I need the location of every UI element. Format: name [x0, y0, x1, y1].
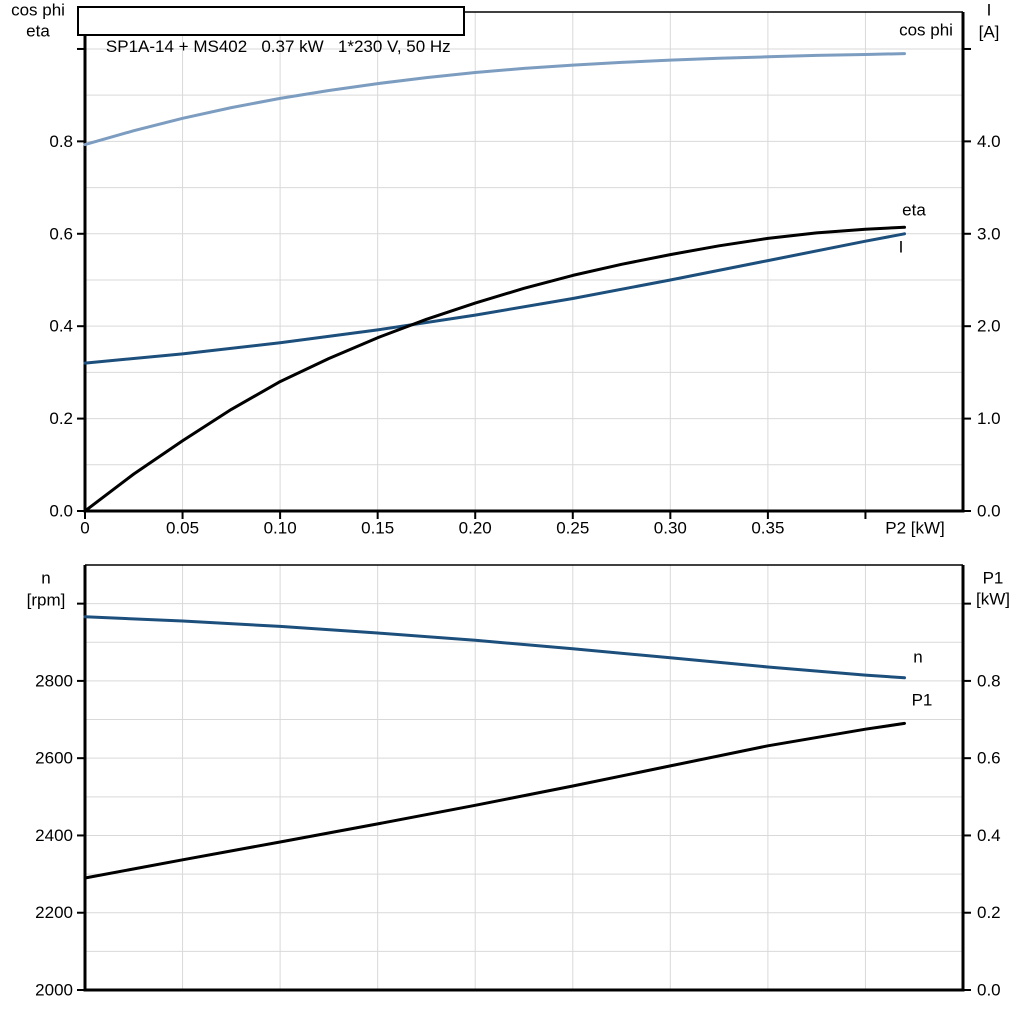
left-axis-tick-label: 2600	[35, 749, 73, 768]
left-axis-tick-label: 0.4	[49, 317, 73, 336]
left-axis-tick-label: 2800	[35, 671, 73, 690]
curve-label-cos-phi: cos phi	[899, 21, 953, 40]
right-axis-tick-label: 4.0	[977, 132, 1001, 151]
left-axis-tick-label: 2400	[35, 826, 73, 845]
right-axis-tick-label: 0.0	[977, 981, 1001, 1000]
x-axis-tick-label: 0.10	[264, 519, 297, 538]
left-axis-tick-label: 0.8	[49, 132, 73, 151]
left-axis-tick-label: 2000	[35, 981, 73, 1000]
left-axis-title: cos phi	[11, 1, 65, 20]
x-axis-tick-label: 0	[80, 519, 89, 538]
x-axis-title: P2 [kW]	[885, 519, 945, 538]
right-axis-tick-label: 0.0	[977, 502, 1001, 521]
right-axis-tick-label: 0.8	[977, 671, 1001, 690]
left-axis-title: eta	[26, 22, 50, 41]
x-axis-tick-label: 0.15	[361, 519, 394, 538]
right-axis-title: [A]	[979, 23, 1000, 42]
left-axis-title: [rpm]	[27, 591, 66, 610]
curve-label-p1: P1	[912, 691, 933, 710]
curve-n	[83, 615, 906, 680]
curve-p1	[83, 721, 906, 880]
curve-i	[83, 232, 906, 365]
right-axis-title: P1	[983, 569, 1004, 588]
chart-title: SP1A-14 + MS402 0.37 kW 1*230 V, 50 Hz	[105, 37, 451, 56]
right-axis-tick-label: 1.0	[977, 409, 1001, 428]
curve-eta	[83, 225, 906, 513]
left-axis-tick-label: 2200	[35, 903, 73, 922]
left-axis-tick-label: 0.2	[49, 409, 73, 428]
curve-label-i: I	[899, 238, 904, 257]
x-axis-tick-label: 0.20	[459, 519, 492, 538]
left-axis-title: n	[41, 569, 50, 588]
x-axis-tick-label: 0.35	[751, 519, 784, 538]
right-axis-title: I	[987, 1, 992, 20]
left-axis-tick-label: 0.0	[49, 502, 73, 521]
left-axis-tick-label: 0.6	[49, 224, 73, 243]
x-axis-tick-label: 0.05	[166, 519, 199, 538]
x-axis-tick-label: 0.30	[654, 519, 687, 538]
right-axis-tick-label: 2.0	[977, 317, 1001, 336]
right-axis-tick-label: 0.4	[977, 826, 1001, 845]
curve-label-n: n	[913, 648, 922, 667]
right-axis-title: [kW]	[976, 590, 1010, 609]
x-axis-tick-label: 0.25	[556, 519, 589, 538]
right-axis-tick-label: 0.6	[977, 749, 1001, 768]
curve-label-eta: eta	[902, 201, 926, 220]
curve-cos-phi	[83, 52, 906, 147]
right-axis-tick-label: 3.0	[977, 224, 1001, 243]
right-axis-tick-label: 0.2	[977, 903, 1001, 922]
chart-title-box: SP1A-14 + MS402 0.37 kW 1*230 V, 50 Hz	[77, 6, 465, 56]
